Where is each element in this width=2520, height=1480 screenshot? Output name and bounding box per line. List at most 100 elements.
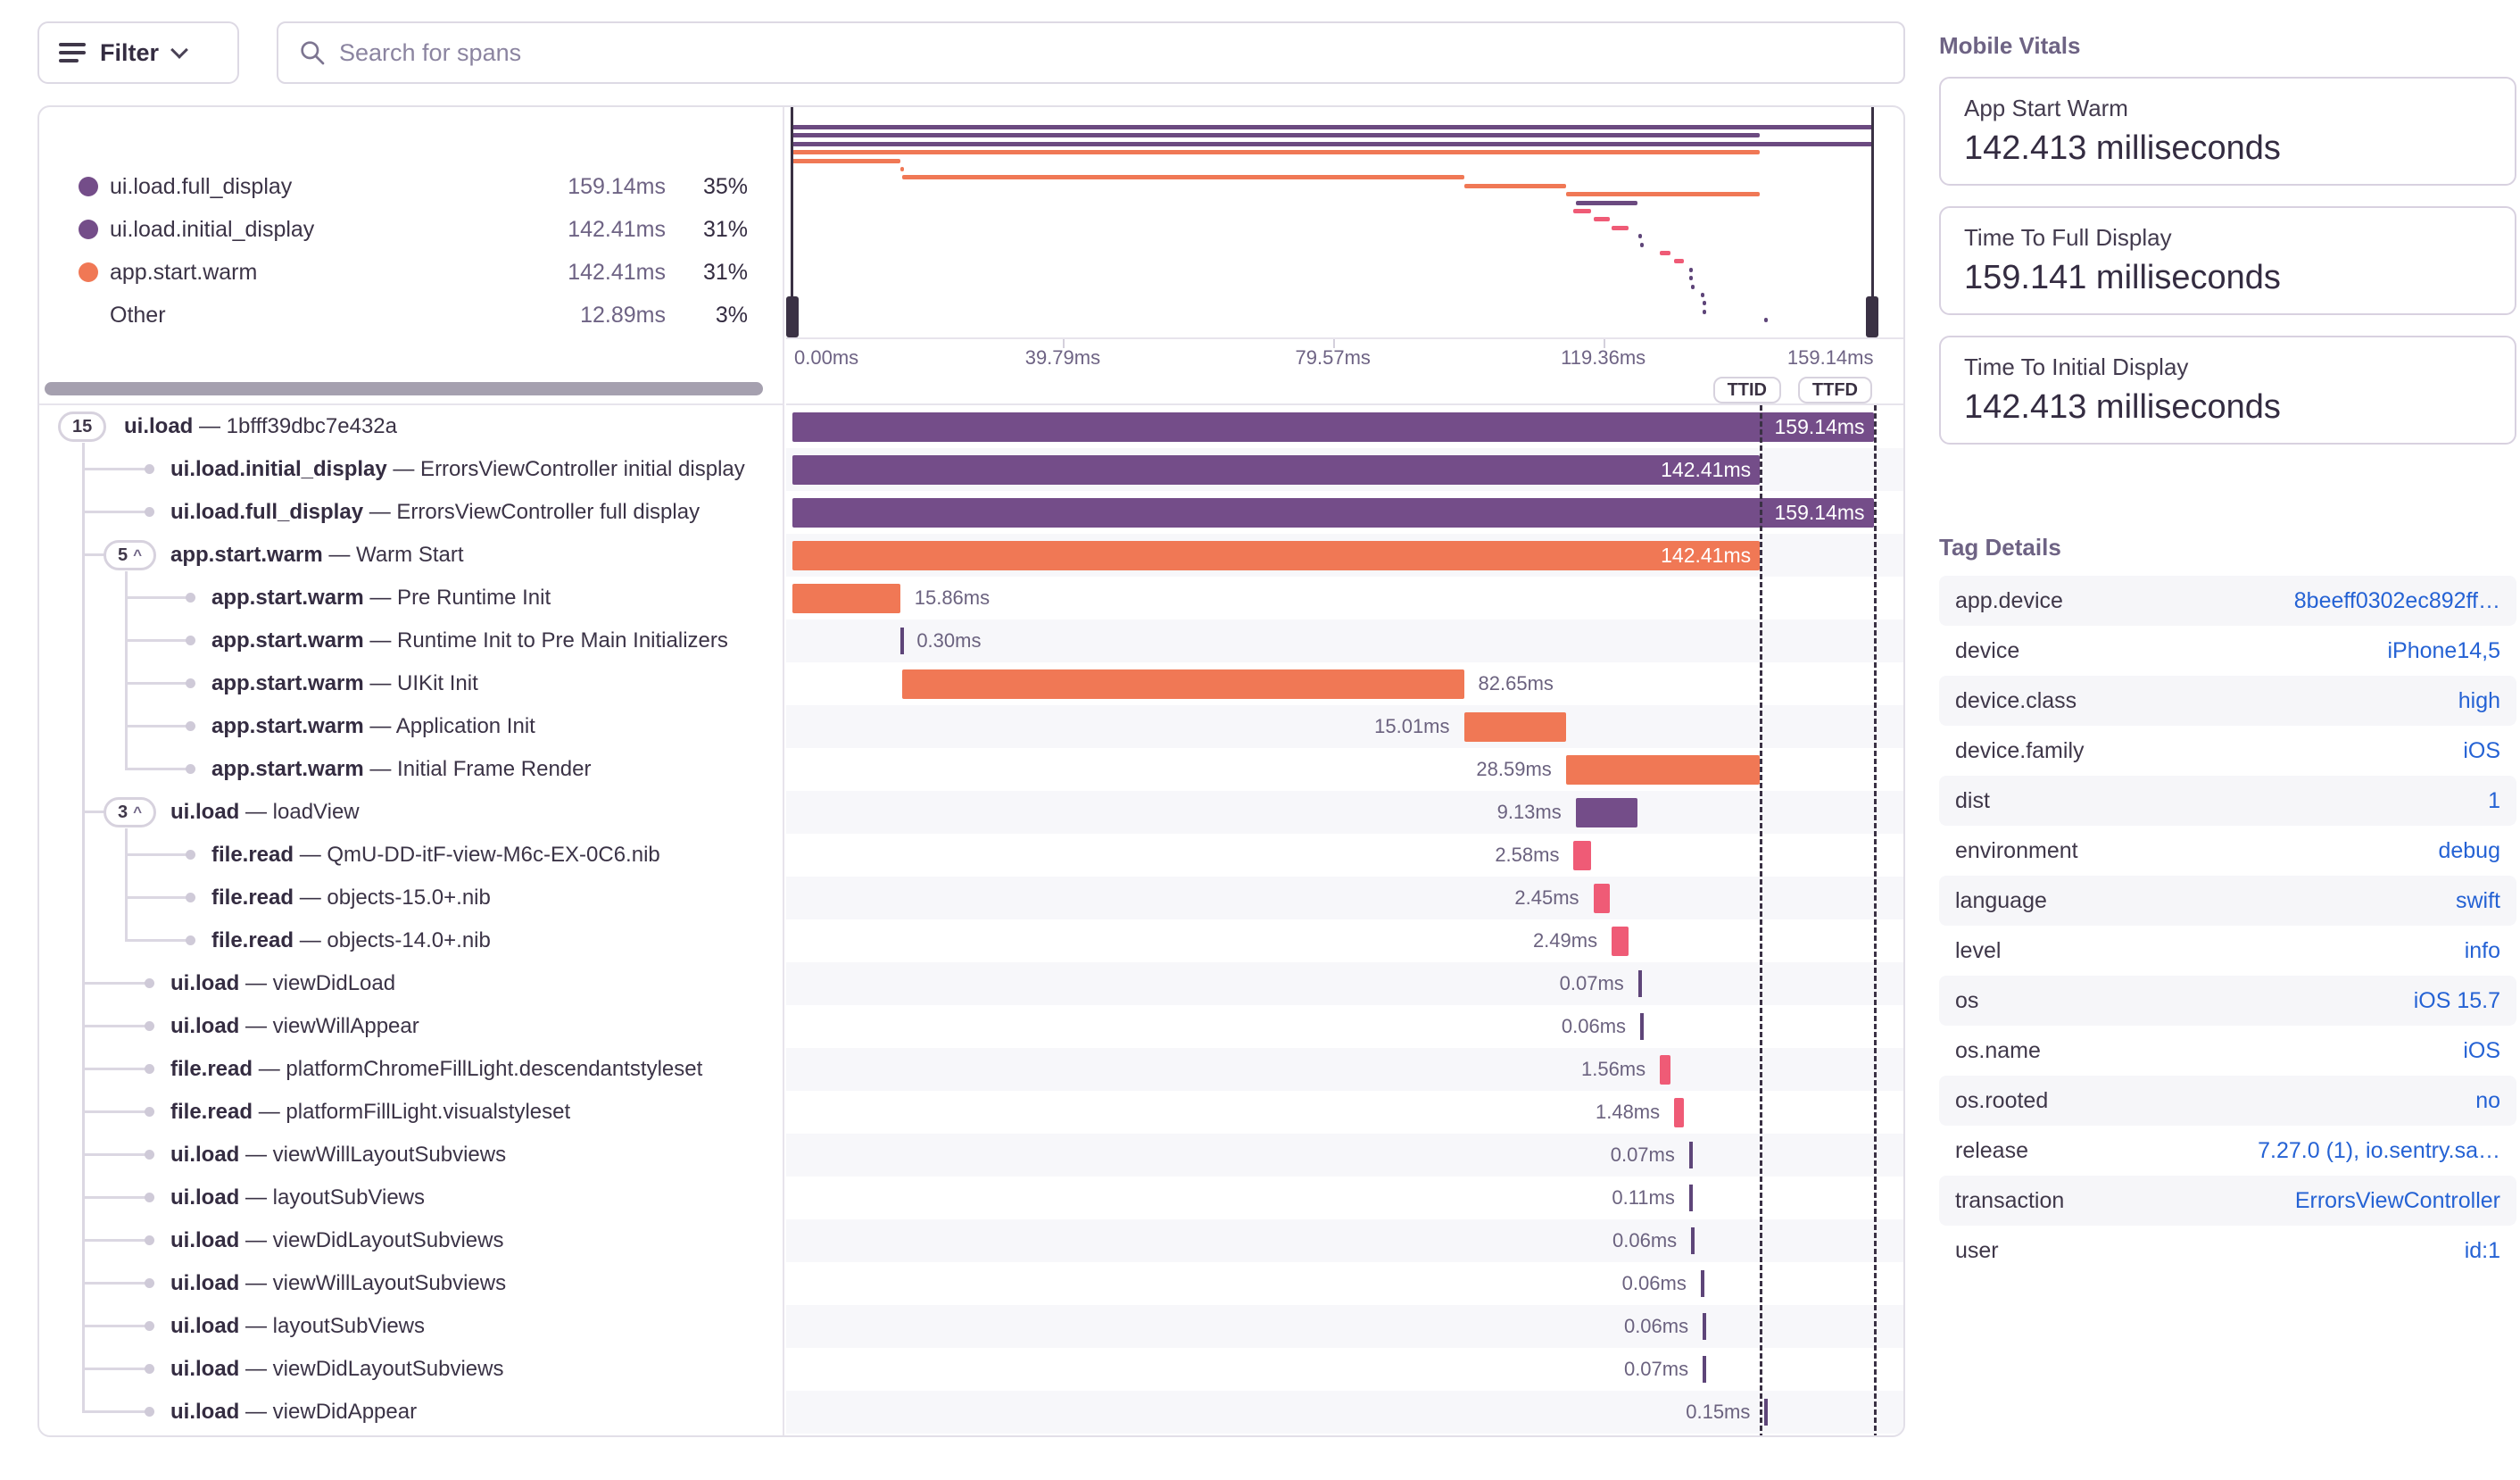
span-tree-label[interactable]: ui.load — viewDidLoad [170,971,396,995]
span-tree-label[interactable]: ui.load — viewDidLayoutSubviews [170,1357,504,1381]
span-duration-tick[interactable] [1691,1227,1695,1254]
span-duration-bar[interactable] [792,584,900,613]
span-tree-row[interactable]: file.read — platformChromeFillLight.desc… [39,1048,784,1091]
span-row[interactable]: 159.14ms [786,405,1903,448]
legend-item[interactable]: app.start.warm 142.41ms 31% [39,251,783,294]
span-tree-row[interactable]: ui.load — viewDidLoad [39,962,784,1005]
span-tree-label[interactable]: ui.load — layoutSubViews [170,1314,426,1338]
span-tree-label[interactable]: ui.load — viewWillLayoutSubviews [170,1271,507,1295]
span-tree-label[interactable]: ui.load — viewWillLayoutSubviews [170,1143,507,1167]
tag-value-link[interactable]: iPhone14,5 [2387,637,2500,663]
span-row[interactable]: 142.41ms [786,448,1903,491]
span-duration-bar[interactable] [1674,1098,1685,1127]
span-children-badge[interactable]: 5 ^ [104,540,157,570]
span-row[interactable]: 2.45ms [786,877,1903,919]
span-tree-row[interactable]: file.read — platformFillLight.visualstyl… [39,1091,784,1134]
span-duration-bar[interactable] [1573,841,1592,870]
span-duration-bar[interactable]: 159.14ms [792,412,1874,442]
span-duration-bar[interactable]: 142.41ms [792,541,1761,570]
span-tree-label[interactable]: ui.load — 1bfff39dbc7e432a [124,414,397,438]
span-tree-label[interactable]: ui.load.initial_display — ErrorsViewCont… [170,457,745,481]
ttfd-button[interactable]: TTFD [1797,377,1872,403]
span-tree-row[interactable]: app.start.warm — Runtime Init to Pre Mai… [39,619,784,662]
span-tree-row[interactable]: ui.load — viewWillLayoutSubviews [39,1262,784,1305]
legend-item[interactable]: Other 12.89ms 3% [39,294,783,337]
span-tree-label[interactable]: file.read — platformFillLight.visualstyl… [170,1100,571,1124]
minimap-right-handle[interactable] [1866,296,1878,337]
span-tree-label[interactable]: ui.load — viewWillAppear [170,1014,419,1038]
span-tree-row[interactable]: ui.load — viewDidLayoutSubviews [39,1219,784,1262]
tag-value-link[interactable]: 7.27.0 (1), io.sentry.sa… [2258,1137,2500,1163]
span-tree-label[interactable]: app.start.warm — Application Init [211,714,535,738]
span-tree-label[interactable]: app.start.warm — Runtime Init to Pre Mai… [211,628,728,653]
span-duration-tick[interactable] [1764,1399,1769,1426]
span-duration-bar[interactable] [1463,712,1566,742]
span-tree-row[interactable]: 3 ^ ui.load — loadView [39,791,784,834]
span-row[interactable]: 0.06ms [786,1005,1903,1048]
span-row[interactable]: 0.15ms [786,1391,1903,1434]
span-tree-row[interactable]: ui.load — viewWillLayoutSubviews [39,1134,784,1177]
ttid-button[interactable]: TTID [1712,377,1781,403]
span-duration-tick[interactable] [1637,970,1642,997]
span-row[interactable]: 159.14ms [786,491,1903,534]
span-duration-bar[interactable] [1575,798,1638,827]
span-duration-tick[interactable] [1703,1356,1707,1383]
span-tree-row[interactable]: file.read — QmU-DD-itF-view-M6c-EX-0C6.n… [39,834,784,877]
trace-minimap[interactable] [786,107,1903,337]
span-tree-label[interactable]: file.read — objects-14.0+.nib [211,928,491,952]
minimap-right-boundary[interactable] [1871,107,1874,325]
span-tree-label[interactable]: file.read — platformChromeFillLight.desc… [170,1057,703,1081]
tag-value-link[interactable]: debug [2438,837,2500,863]
span-tree-row[interactable]: ui.load — viewDidAppear [39,1391,784,1434]
span-tree-label[interactable]: app.start.warm — UIKit Init [211,671,478,695]
span-duration-tick[interactable] [1688,1185,1693,1211]
tag-value-link[interactable]: high [2458,687,2500,713]
span-row[interactable]: 2.58ms [786,834,1903,877]
span-row[interactable]: 1.56ms [786,1048,1903,1091]
span-duration-bar[interactable] [1565,755,1761,785]
span-duration-tick[interactable] [1700,1270,1704,1297]
legend-item[interactable]: ui.load.initial_display 142.41ms 31% [39,208,783,251]
span-tree-row[interactable]: app.start.warm — Pre Runtime Init [39,577,784,619]
span-tree-row[interactable]: file.read — objects-14.0+.nib [39,919,784,962]
span-row[interactable]: 1.48ms [786,1091,1903,1134]
tag-value-link[interactable]: info [2464,937,2500,963]
span-children-badge[interactable]: 3 ^ [104,797,157,827]
span-tree-label[interactable]: app.start.warm — Initial Frame Render [211,757,592,781]
span-tree-row[interactable]: ui.load — viewDidLayoutSubviews [39,1348,784,1391]
span-tree-label[interactable]: app.start.warm — Warm Start [170,543,464,567]
span-duration-tick[interactable] [1703,1313,1707,1340]
minimap-left-boundary[interactable] [791,107,793,325]
span-tree-row[interactable]: app.start.warm — Initial Frame Render [39,748,784,791]
span-tree-label[interactable]: app.start.warm — Pre Runtime Init [211,586,551,610]
span-row[interactable]: 15.86ms [786,577,1903,619]
span-row[interactable]: 142.41ms [786,534,1903,577]
filter-button[interactable]: Filter [37,21,239,84]
span-duration-bar[interactable] [1660,1055,1671,1085]
span-row[interactable]: 0.06ms [786,1219,1903,1262]
span-duration-bar[interactable]: 159.14ms [792,498,1874,528]
span-duration-bar[interactable] [1612,927,1629,956]
span-row[interactable]: 0.11ms [786,1177,1903,1219]
span-tree-label[interactable]: ui.load — viewDidAppear [170,1400,418,1424]
span-duration-bar[interactable] [902,669,1464,699]
search-input[interactable] [339,38,1884,67]
tag-value-link[interactable]: iOS [2463,1037,2500,1063]
span-tree-label[interactable]: ui.load.full_display — ErrorsViewControl… [170,500,700,524]
span-tree-row[interactable]: app.start.warm — Application Init [39,705,784,748]
tag-value-link[interactable]: 8beeff0302ec892ff… [2293,587,2500,613]
span-row[interactable]: 0.07ms [786,962,1903,1005]
span-duration-tick[interactable] [900,628,905,654]
tag-value-link[interactable]: iOS [2463,737,2500,763]
span-tree-label[interactable]: ui.load — loadView [170,800,360,824]
tree-scrollbar-thumb[interactable] [45,382,763,395]
tag-value-link[interactable]: id:1 [2464,1237,2500,1263]
span-row[interactable]: 0.06ms [786,1305,1903,1348]
span-row[interactable]: 0.07ms [786,1134,1903,1177]
span-row[interactable]: 9.13ms [786,791,1903,834]
span-row[interactable]: 0.06ms [786,1262,1903,1305]
span-row[interactable]: 2.49ms [786,919,1903,962]
span-row[interactable]: 0.07ms [786,1348,1903,1391]
span-duration-tick[interactable] [1640,1013,1645,1040]
tag-value-link[interactable]: no [2475,1087,2500,1113]
